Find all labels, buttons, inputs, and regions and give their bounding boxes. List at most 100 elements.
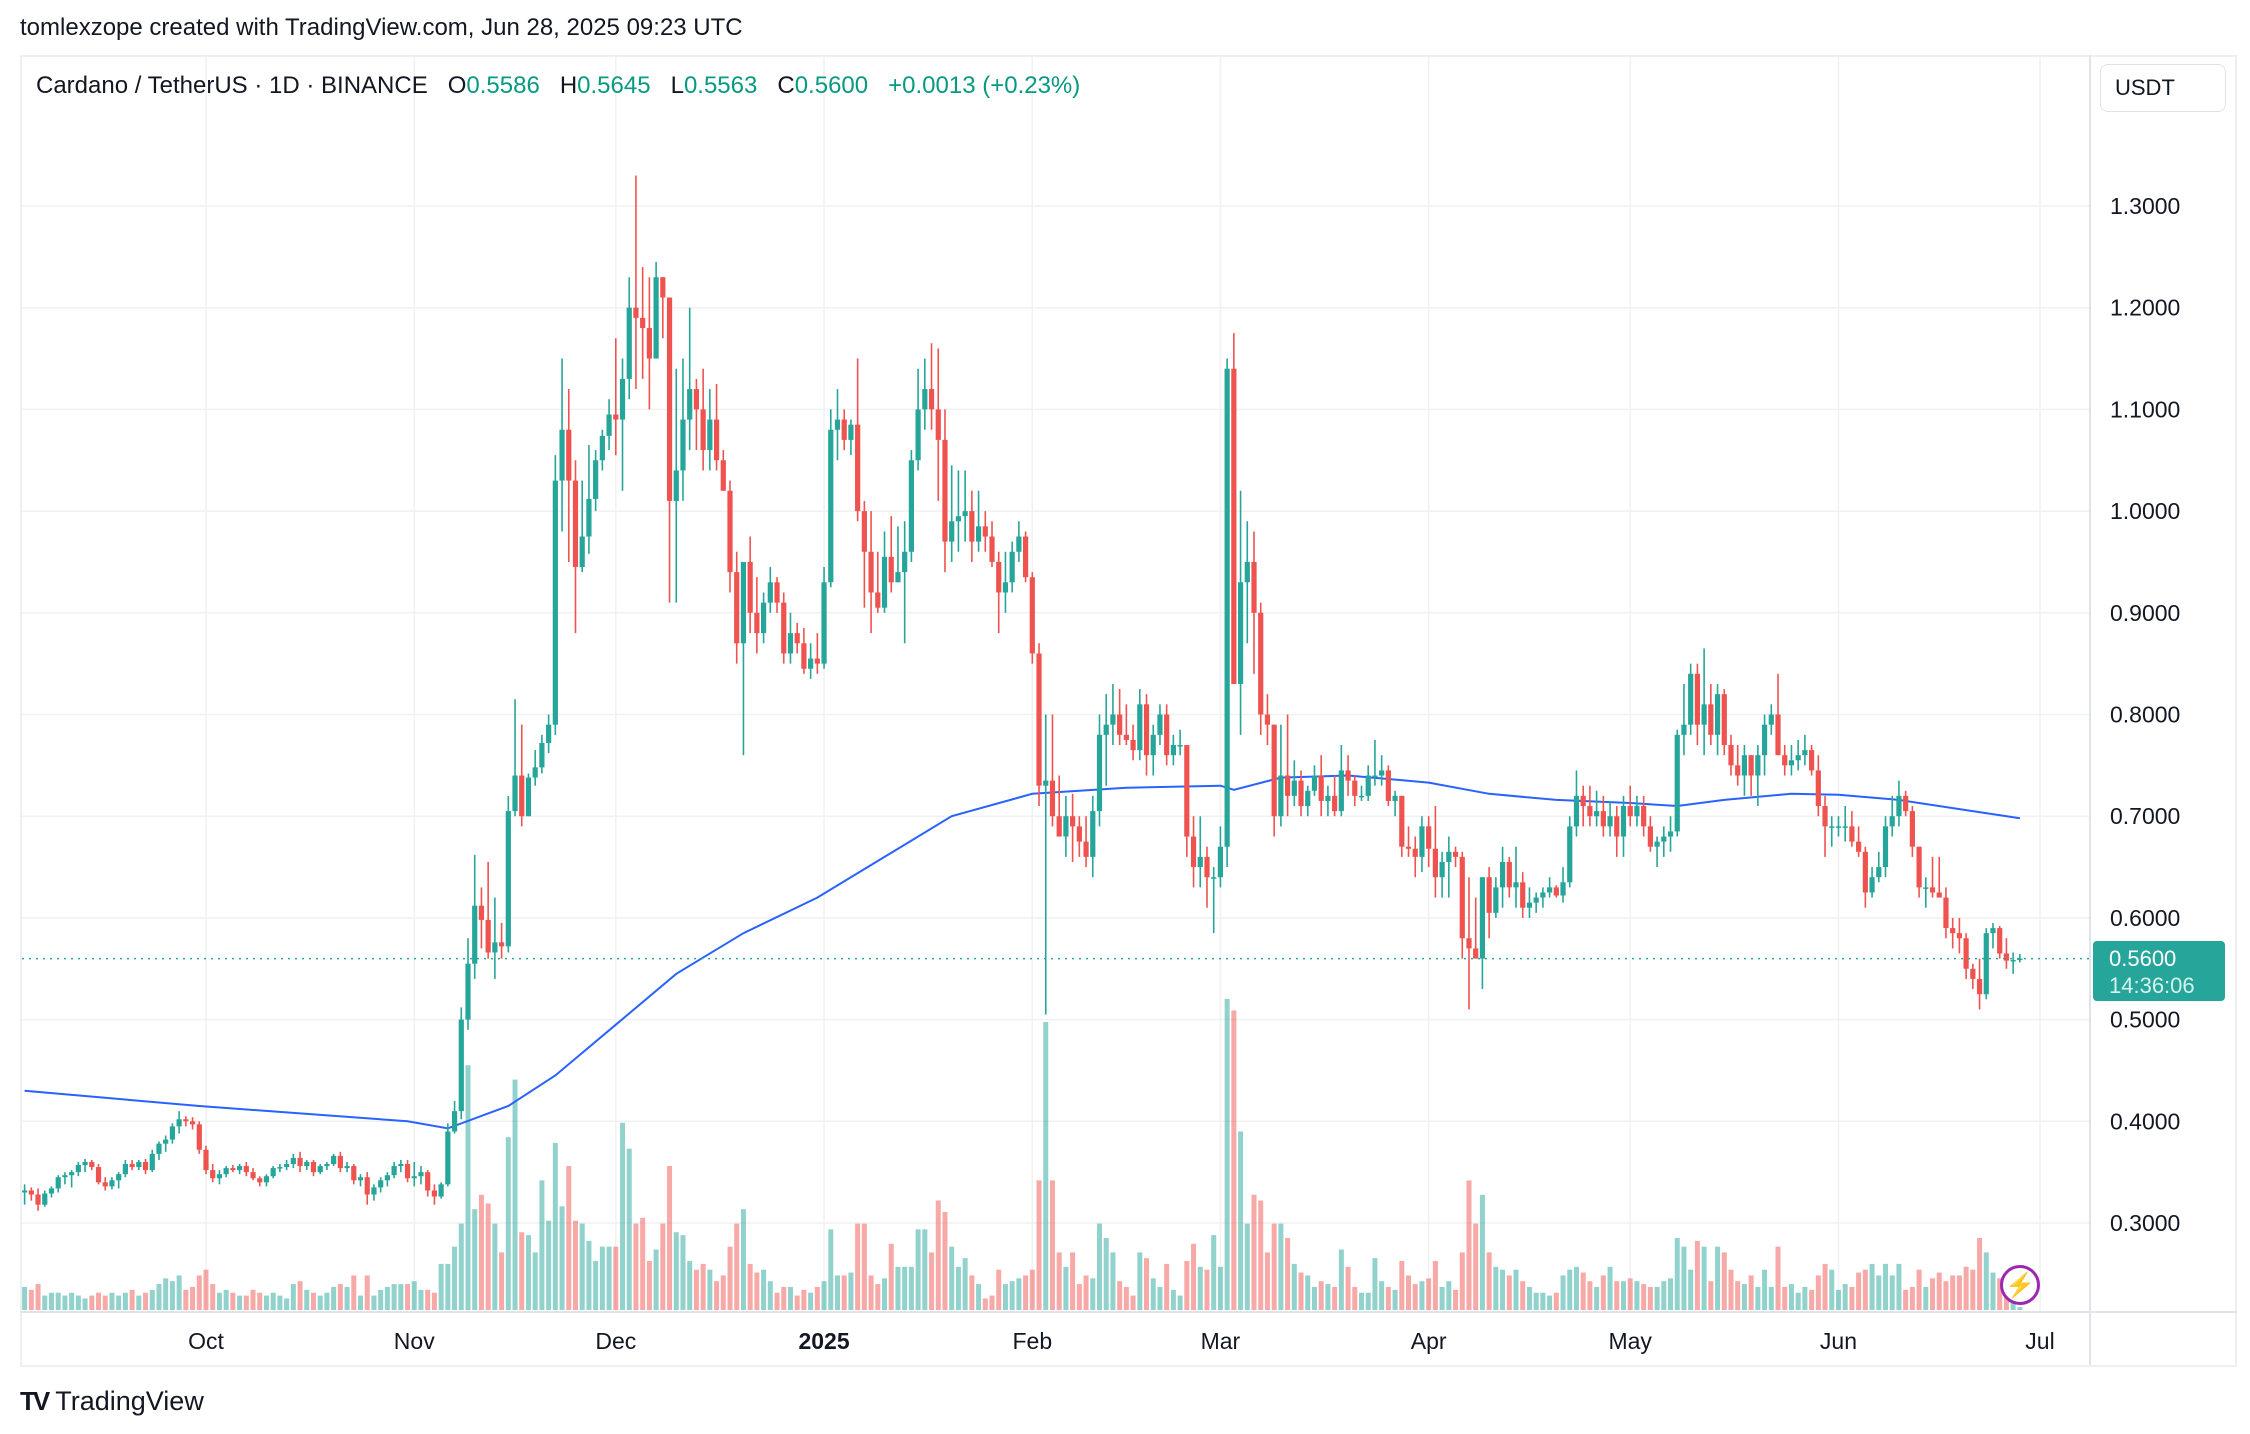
volume-bar (438, 1263, 444, 1310)
candle (337, 1151, 343, 1173)
volume-bar (1150, 1278, 1156, 1310)
candle-body (1184, 745, 1190, 837)
candle (136, 1159, 142, 1171)
candle-body (888, 556, 894, 583)
volume-bar (1338, 1249, 1344, 1310)
candle-body (1284, 775, 1291, 796)
candle (881, 531, 888, 613)
y-tick-label: 0.9000 (2110, 600, 2180, 626)
volume-bar (1869, 1263, 1875, 1310)
candle (888, 516, 894, 593)
currency-button[interactable]: USDT (2100, 64, 2226, 112)
candle-body (1694, 673, 1700, 725)
candle (1997, 926, 2003, 959)
x-tick-label: Apr (1411, 1328, 1447, 1354)
candle (841, 409, 847, 451)
volume-bar (284, 1298, 290, 1310)
candle (727, 480, 733, 593)
volume-bar (761, 1269, 767, 1310)
candle (1768, 704, 1774, 735)
volume-bar (976, 1284, 982, 1310)
volume-bar (680, 1235, 686, 1310)
candle-body (740, 561, 747, 644)
volume-bar (129, 1289, 135, 1310)
candle-body (1251, 561, 1257, 613)
candle-body (391, 1166, 397, 1176)
candle-body (1721, 694, 1727, 746)
volume-bar (1896, 1263, 1902, 1310)
volume-bar (1540, 1292, 1546, 1310)
volume-bar (371, 1295, 377, 1310)
candle (1177, 729, 1183, 756)
candle (1735, 745, 1741, 786)
candle-body (1896, 795, 1902, 817)
candle-body (808, 658, 814, 669)
candle-body (855, 424, 861, 512)
volume-bar (1466, 1180, 1472, 1310)
symbol-title[interactable]: Cardano / TetherUS · 1D · BINANCE (36, 72, 428, 99)
candle (539, 734, 545, 774)
candle-body (478, 905, 485, 920)
candle-body (1090, 811, 1096, 857)
volume-bar (1157, 1286, 1163, 1310)
volume-bar (418, 1289, 424, 1310)
volume-bar (411, 1281, 417, 1310)
candle (109, 1177, 115, 1190)
candle (277, 1164, 283, 1173)
volume-bar (136, 1295, 142, 1310)
candle (391, 1161, 397, 1179)
candle (754, 577, 760, 654)
candle (297, 1151, 303, 1173)
tradingview-logo[interactable]: TV TradingView (20, 1386, 204, 1417)
candle (572, 460, 579, 634)
candle (1076, 816, 1082, 857)
candle-body (1211, 877, 1217, 879)
volume-bar (1049, 1180, 1055, 1310)
volume-bar (1372, 1258, 1378, 1310)
candle-body (351, 1166, 357, 1181)
volume-bar (1285, 1238, 1291, 1310)
candle-body (1560, 882, 1566, 896)
candle (1929, 856, 1936, 898)
candle (411, 1161, 417, 1187)
candle (1520, 872, 1526, 918)
low-label: L (670, 72, 684, 99)
x-tick-label: Jul (2025, 1328, 2054, 1354)
candle-body (727, 490, 733, 573)
lightning-icon[interactable]: ⚡ (2000, 1265, 2040, 1305)
candle (1896, 780, 1902, 827)
candle (747, 536, 753, 634)
candle-body (89, 1161, 95, 1168)
candle (142, 1158, 149, 1175)
volume-bar (1889, 1275, 1895, 1310)
candle-body (230, 1168, 236, 1171)
candle (22, 1184, 28, 1205)
volume-bar (96, 1292, 102, 1310)
candle (760, 592, 767, 644)
volume-bar (1748, 1275, 1754, 1310)
volume-bar (861, 1223, 867, 1310)
volume-bar (1547, 1295, 1553, 1310)
candle (666, 297, 673, 603)
volume-bar (1392, 1289, 1398, 1310)
volume-bar (801, 1289, 807, 1310)
candle-body (378, 1180, 384, 1188)
candle-body (1244, 561, 1250, 583)
candle-body (290, 1157, 296, 1165)
volume-bar (1876, 1275, 1882, 1310)
volume-bar (1580, 1272, 1586, 1310)
volume-bar (1264, 1252, 1270, 1310)
candle-body (1164, 714, 1170, 756)
last-price: 0.5600 (2109, 946, 2177, 971)
symbol-legend: Cardano / TetherUS · 1D · BINANCE O0.558… (36, 72, 1080, 100)
candle (290, 1153, 296, 1169)
volume-bar (1775, 1246, 1781, 1310)
volume-bar (1533, 1292, 1539, 1310)
volume-bar (1184, 1261, 1190, 1310)
volume-bar (1634, 1281, 1640, 1310)
tradingview-logo-text: TradingView (55, 1386, 204, 1416)
candle-body (1533, 897, 1539, 903)
candle (1473, 897, 1479, 959)
volume-bar (223, 1289, 229, 1310)
